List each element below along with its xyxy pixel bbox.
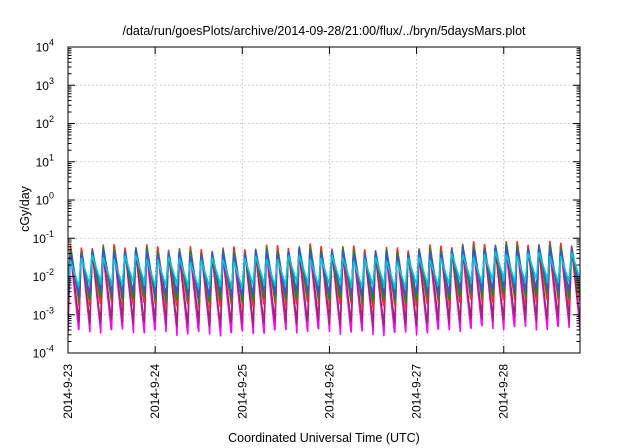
series-line-5	[68, 251, 580, 290]
x-tick-label: 2014-9-25	[235, 364, 249, 419]
x-tick-label: 2014-9-23	[61, 364, 75, 419]
y-tick-label: 103	[36, 76, 54, 93]
x-tick-label: 2014-9-26	[322, 364, 336, 419]
series-group	[68, 240, 580, 337]
x-tick-labels: 2014-9-23 2014-9-24 2014-9-25 2014-9-26 2014…	[61, 364, 511, 419]
x-axis-label: Coordinated Universal Time (UTC)	[228, 431, 420, 445]
axis-ticks	[67, 46, 580, 354]
y-tick-label: 10-2	[33, 267, 54, 284]
y-tick-label: 10-3	[33, 305, 54, 322]
y-tick-labels: 10-4 10-3 10-2 10-1 100 101 102 103 104	[33, 38, 54, 361]
x-tick-label: 2014-9-24	[148, 364, 162, 419]
y-tick-label: 101	[36, 152, 54, 169]
y-tick-label: 104	[36, 38, 54, 55]
chart-title: /data/run/goesPlots/archive/2014-09-28/2…	[122, 24, 526, 38]
y-tick-label: 10-1	[33, 229, 54, 246]
y-tick-label: 10-4	[33, 344, 54, 361]
y-tick-label: 100	[36, 191, 54, 208]
y-axis-label: cGy/day	[18, 185, 32, 232]
y-tick-label: 102	[36, 114, 54, 131]
x-tick-label: 2014-9-27	[410, 364, 424, 419]
x-tick-label: 2014-9-28	[497, 364, 511, 419]
